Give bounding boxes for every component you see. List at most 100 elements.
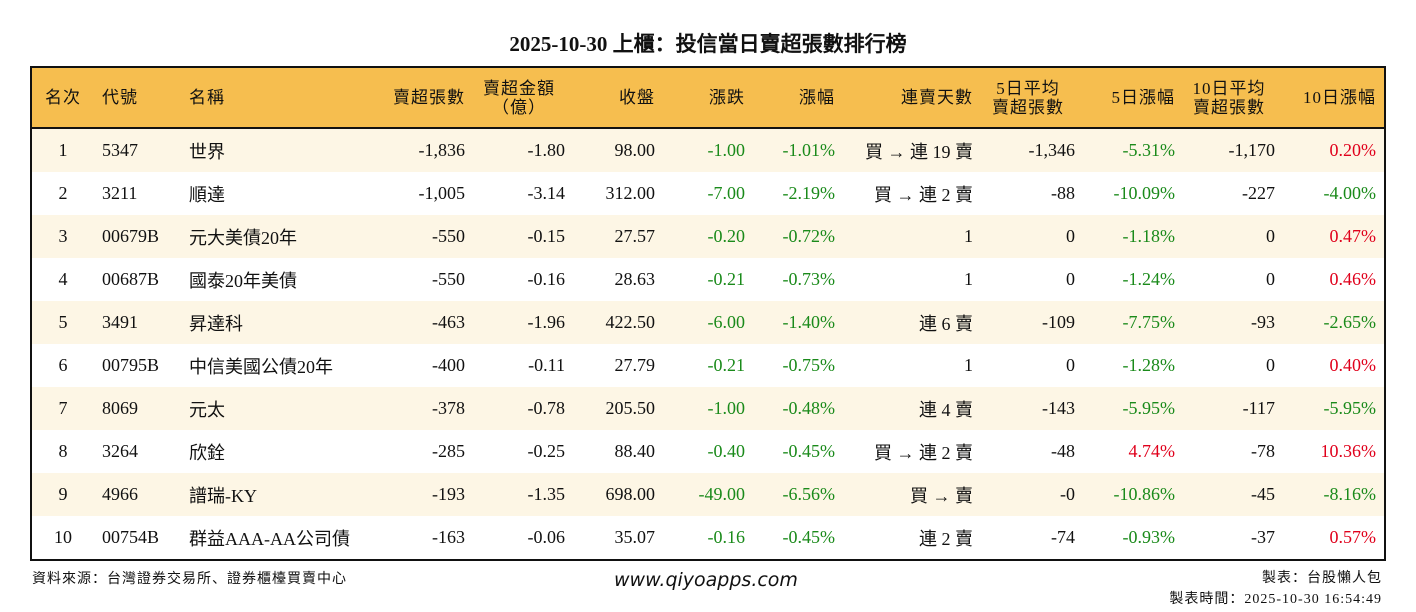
- cell-rank: 2: [58, 183, 68, 203]
- cell-shares: -285: [432, 441, 465, 461]
- table-row: 7 8069 元太 -378 -0.78 205.50 -1.00 -0.48% 連 4 賣 -1…: [32, 387, 1384, 430]
- cell-amount: -0.06: [527, 527, 566, 547]
- cell-pct: -6.56%: [782, 484, 836, 504]
- cell-avg10: -117: [1242, 398, 1275, 418]
- cell-chg: -49.00: [698, 484, 746, 504]
- cell-streak: 1: [964, 355, 973, 375]
- cell-avg5: -88: [1051, 183, 1075, 203]
- cell-chg: -1.00: [707, 140, 746, 160]
- table-row: 9 4966 譜瑞-KY -193 -1.35 698.00 -49.00 -6.56% 買 →…: [32, 473, 1384, 516]
- cell-streak: 買 → 賣: [910, 485, 973, 506]
- table-row: 2 3211 順達 -1,005 -3.14 312.00 -7.00 -2.19% 買 → 連…: [32, 172, 1384, 215]
- cell-pct10: 0.47%: [1329, 226, 1377, 246]
- table-row: 5 3491 昇達科 -463 -1.96 422.50 -6.00 -1.40% 連 6 賣 -…: [32, 301, 1384, 344]
- cell-rank: 3: [58, 226, 68, 246]
- cell-code: 00754B: [102, 527, 160, 547]
- cell-chg: -0.21: [707, 355, 746, 375]
- cell-close: 88.40: [614, 441, 656, 461]
- cell-avg10: -1,170: [1228, 140, 1276, 160]
- header-close: 收盤: [619, 88, 655, 107]
- cell-chg: -7.00: [707, 183, 746, 203]
- cell-pct5: -1.28%: [1122, 355, 1176, 375]
- cell-pct10: 0.40%: [1329, 355, 1377, 375]
- header-pct10: 10日漲幅: [1303, 88, 1376, 107]
- cell-pct10: -5.95%: [1323, 398, 1377, 418]
- cell-streak: 買 → 連 19 賣: [865, 141, 973, 162]
- cell-pct10: 0.57%: [1329, 527, 1377, 547]
- cell-code: 4966: [102, 484, 138, 504]
- cell-name: 世界: [189, 141, 225, 162]
- header-avg5: 5日平均 賣超張數: [992, 78, 1064, 117]
- cell-pct: -0.45%: [782, 527, 836, 547]
- cell-chg: -0.40: [707, 441, 746, 461]
- cell-streak: 買 → 連 2 賣: [874, 442, 973, 463]
- table-row: 10 00754B 群益AAA-AA公司債 -163 -0.06 35.07 -0.16 -0…: [32, 516, 1384, 559]
- table-row: 4 00687B 國泰20年美債 -550 -0.16 28.63 -0.21 -0.73% 1…: [32, 258, 1384, 301]
- cell-avg5: -0: [1060, 484, 1075, 504]
- cell-avg10: -45: [1251, 484, 1275, 504]
- cell-pct5: -0.93%: [1122, 527, 1176, 547]
- cell-streak: 1: [964, 269, 973, 289]
- cell-close: 35.07: [614, 527, 656, 547]
- ranking-table: 名次 代號 名稱 賣超張數 賣超金額 （億） 收盤 漲跌 漲幅 連賣天數 5日平均 賣超張數 5日漲…: [30, 66, 1386, 561]
- cell-pct10: -8.16%: [1323, 484, 1377, 504]
- cell-avg10: 0: [1266, 226, 1275, 246]
- cell-rank: 1: [58, 140, 68, 160]
- cell-name: 中信美國公債20年: [189, 356, 333, 377]
- cell-avg10: -93: [1251, 312, 1275, 332]
- cell-code: 3211: [102, 183, 138, 203]
- cell-code: 5347: [102, 140, 138, 160]
- cell-name: 國泰20年美債: [189, 270, 297, 291]
- cell-streak: 買 → 連 2 賣: [874, 184, 973, 205]
- header-streak: 連賣天數: [901, 88, 973, 107]
- cell-close: 98.00: [614, 140, 656, 160]
- cell-avg5: -48: [1051, 441, 1075, 461]
- cell-pct10: -2.65%: [1323, 312, 1377, 332]
- cell-pct10: 10.36%: [1320, 441, 1377, 461]
- cell-chg: -6.00: [707, 312, 746, 332]
- cell-pct5: -10.09%: [1113, 183, 1176, 203]
- page-title: 2025-10-30 上櫃：投信當日賣超張數排行榜: [509, 32, 907, 56]
- cell-amount: -0.15: [527, 226, 566, 246]
- cell-streak: 連 4 賣: [919, 399, 973, 420]
- cell-streak: 連 6 賣: [919, 313, 973, 334]
- cell-pct: -0.75%: [782, 355, 836, 375]
- cell-name: 元大美債20年: [189, 227, 297, 248]
- cell-shares: -193: [432, 484, 465, 504]
- cell-avg5: -1,346: [1028, 140, 1076, 160]
- cell-close: 312.00: [605, 183, 656, 203]
- made-time: 製表時間：2025-10-30 16:54:49: [1169, 592, 1382, 607]
- cell-pct5: -5.31%: [1122, 140, 1176, 160]
- cell-shares: -1,005: [418, 183, 466, 203]
- cell-shares: -1,836: [418, 140, 466, 160]
- header-avg10: 10日平均 賣超張數: [1192, 78, 1266, 117]
- cell-name: 元太: [189, 399, 225, 420]
- cell-avg5: 0: [1066, 355, 1075, 375]
- header-code: 代號: [102, 88, 138, 107]
- cell-pct5: -1.24%: [1122, 269, 1176, 289]
- cell-amount: -0.11: [528, 355, 565, 375]
- website-link[interactable]: www.qiyoapps.com: [614, 569, 798, 591]
- table-row: 6 00795B 中信美國公債20年 -400 -0.11 27.79 -0.21 -0.75…: [32, 344, 1384, 387]
- data-source: 資料來源：台灣證券交易所、證券櫃檯買賣中心: [32, 572, 347, 587]
- cell-pct: -0.45%: [782, 441, 836, 461]
- cell-amount: -1.35: [527, 484, 566, 504]
- cell-code: 8069: [102, 398, 138, 418]
- header-chg: 漲跌: [709, 88, 745, 107]
- cell-pct10: 0.46%: [1329, 269, 1377, 289]
- cell-amount: -3.14: [527, 183, 566, 203]
- cell-shares: -550: [432, 269, 465, 289]
- cell-shares: -463: [432, 312, 465, 332]
- cell-rank: 5: [58, 312, 68, 332]
- cell-avg10: -78: [1251, 441, 1275, 461]
- header-pct5: 5日漲幅: [1111, 88, 1175, 107]
- header-name: 名稱: [189, 88, 225, 107]
- cell-amount: -1.80: [527, 140, 566, 160]
- cell-code: 3264: [102, 441, 138, 461]
- cell-shares: -163: [432, 527, 465, 547]
- cell-close: 422.50: [605, 312, 656, 332]
- cell-name: 群益AAA-AA公司債: [189, 528, 350, 549]
- table-row: 8 3264 欣銓 -285 -0.25 88.40 -0.40 -0.45% 買 → 連 2 …: [32, 430, 1384, 473]
- cell-avg5: -143: [1042, 398, 1075, 418]
- maker: 製表：台股懶人包: [1262, 571, 1382, 586]
